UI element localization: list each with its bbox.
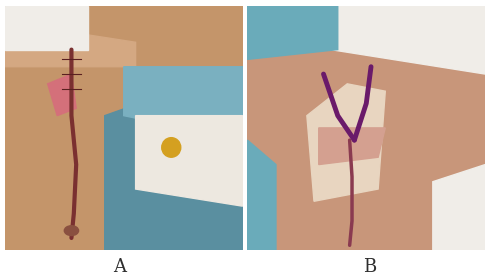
Polygon shape	[318, 128, 385, 165]
Text: B: B	[363, 258, 377, 276]
Circle shape	[162, 138, 181, 157]
Polygon shape	[5, 35, 136, 67]
Polygon shape	[5, 6, 88, 49]
Polygon shape	[247, 6, 338, 59]
Polygon shape	[48, 74, 76, 116]
Polygon shape	[123, 67, 243, 140]
Ellipse shape	[64, 226, 78, 235]
Polygon shape	[433, 165, 485, 250]
Polygon shape	[105, 67, 243, 250]
Text: A: A	[114, 258, 126, 276]
Polygon shape	[136, 116, 243, 206]
Polygon shape	[331, 6, 485, 74]
Polygon shape	[247, 140, 276, 250]
Polygon shape	[307, 84, 385, 201]
